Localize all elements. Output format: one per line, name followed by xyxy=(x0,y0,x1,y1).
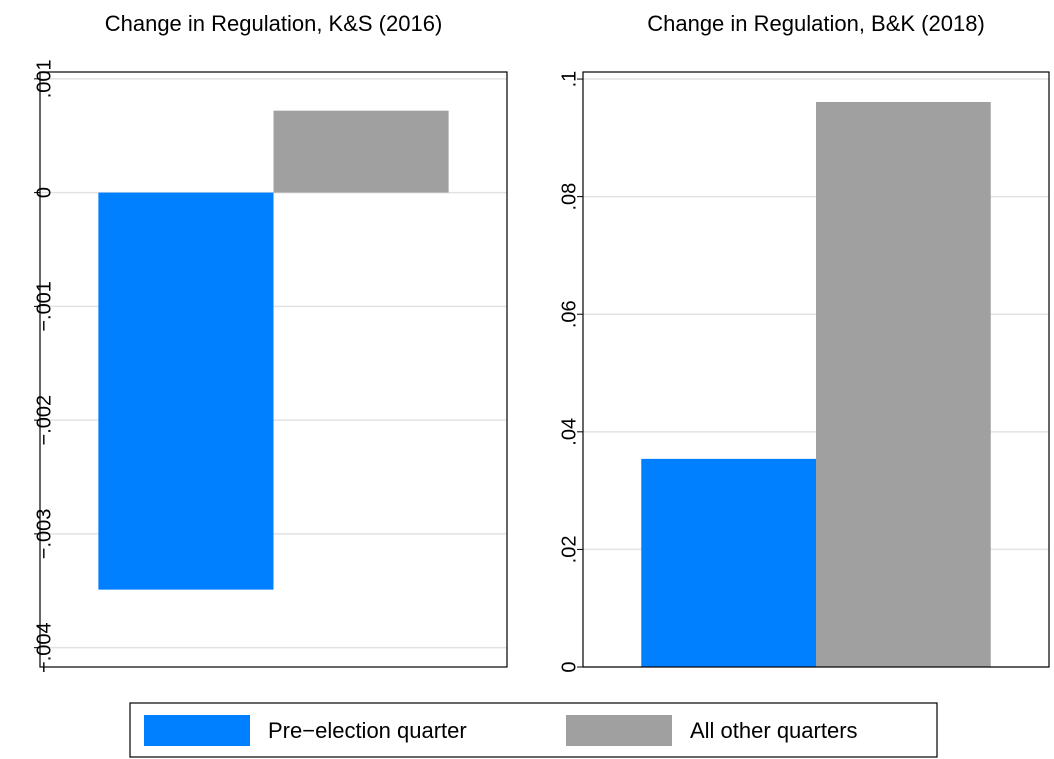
legend-swatch xyxy=(144,715,250,746)
legend-box xyxy=(129,702,938,758)
y-tick-label: −.003 xyxy=(33,509,55,560)
chart-title: Change in Regulation, B&K (2018) xyxy=(647,11,985,36)
plot-frame xyxy=(39,71,508,668)
y-tick-label: −.004 xyxy=(33,622,55,673)
chart-title: Change in Regulation, K&S (2016) xyxy=(105,11,443,36)
legend-label: Pre−election quarter xyxy=(268,718,467,743)
legend: Pre−election quarter All other quarters xyxy=(129,702,938,758)
bar xyxy=(816,101,991,668)
bar xyxy=(98,192,274,590)
y-tick-label: .08 xyxy=(558,183,580,211)
plot-frame xyxy=(582,71,1050,668)
y-tick-label: .02 xyxy=(558,536,580,564)
y-tick-label: .1 xyxy=(558,71,580,88)
y-tick-label: .001 xyxy=(33,59,55,98)
y-tick-label: .04 xyxy=(558,418,580,446)
y-tick-label: −.002 xyxy=(33,395,55,446)
y-tick-label: .06 xyxy=(558,300,580,328)
bar xyxy=(641,458,816,667)
y-tick-label: 0 xyxy=(558,661,580,672)
bar xyxy=(273,110,449,193)
legend-swatch xyxy=(566,715,672,746)
legend-label: All other quarters xyxy=(690,718,858,743)
y-tick-label: 0 xyxy=(33,187,55,198)
y-tick-label: −.001 xyxy=(33,281,55,332)
